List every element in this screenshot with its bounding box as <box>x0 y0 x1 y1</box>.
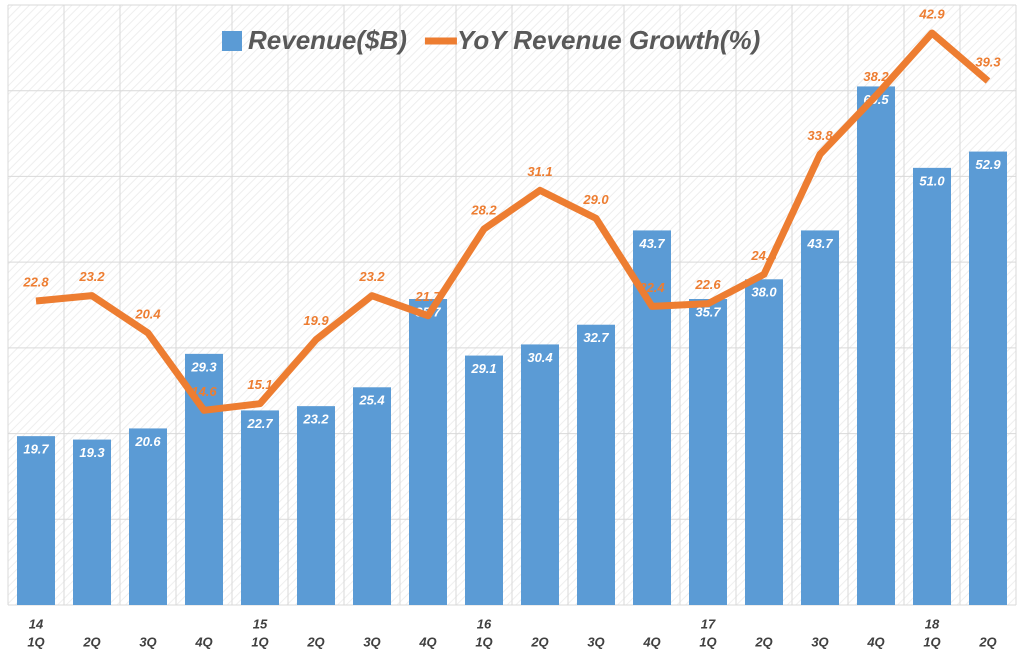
x-tick-label: 4Q <box>866 634 884 649</box>
line-value-label: 20.4 <box>134 306 161 321</box>
bar <box>969 151 1007 606</box>
x-tick-label: 1Q <box>27 634 44 649</box>
bar <box>913 167 951 605</box>
line-value-label: 39.3 <box>975 54 1001 69</box>
bar-value-label: 23.2 <box>302 412 329 427</box>
x-tick-label: 2Q <box>978 634 996 649</box>
bar <box>857 86 895 605</box>
bar-value-label: 32.7 <box>583 330 609 345</box>
bar-value-label: 22.7 <box>246 416 273 431</box>
bar <box>801 230 839 605</box>
bar <box>409 299 447 605</box>
bar <box>241 410 279 605</box>
x-tick-label: 1Q <box>251 634 268 649</box>
bar-value-label: 43.7 <box>638 236 665 251</box>
line-value-label: 42.9 <box>918 6 945 21</box>
line-value-label: 19.9 <box>303 313 329 328</box>
x-group-label: 17 <box>701 616 716 631</box>
x-group-label: 18 <box>925 616 940 631</box>
x-tick-label: 2Q <box>82 634 100 649</box>
x-group-label: 14 <box>29 616 44 631</box>
x-tick-label: 3Q <box>811 634 828 649</box>
line-value-label: 29.0 <box>582 192 609 207</box>
bar-value-label: 19.7 <box>23 442 49 457</box>
bar-value-label: 51.0 <box>919 173 945 188</box>
line-value-label: 38.2 <box>863 69 889 84</box>
line-value-label: 23.2 <box>358 269 385 284</box>
bar <box>465 355 503 605</box>
line-value-label: 28.2 <box>470 202 497 217</box>
bar-value-label: 30.4 <box>527 350 553 365</box>
line-value-label: 23.2 <box>78 269 105 284</box>
line-value-label: 22.4 <box>638 280 665 295</box>
bar <box>73 439 111 605</box>
line-value-label: 22.8 <box>22 274 49 289</box>
x-tick-label: 1Q <box>923 634 940 649</box>
bar-value-label: 25.4 <box>358 393 385 408</box>
bar-value-label: 29.3 <box>190 359 217 374</box>
x-tick-label: 3Q <box>363 634 380 649</box>
line-value-label: 14.6 <box>191 384 217 399</box>
line-value-label: 24.8 <box>750 248 777 263</box>
bar-value-label: 43.7 <box>806 236 833 251</box>
x-tick-label: 1Q <box>475 634 492 649</box>
line <box>35 29 991 414</box>
bar <box>297 406 335 605</box>
bar-value-label: 20.6 <box>134 434 161 449</box>
bar-value-label: 38.0 <box>751 285 777 300</box>
x-tick-label: 4Q <box>194 634 212 649</box>
bar-value-label: 19.3 <box>79 445 105 460</box>
bar <box>129 428 167 605</box>
bar-value-label: 35.7 <box>695 304 721 319</box>
bar <box>353 387 391 605</box>
x-tick-label: 4Q <box>642 634 660 649</box>
x-tick-label: 3Q <box>139 634 156 649</box>
legend-swatch <box>222 31 242 51</box>
bar-value-label: 29.1 <box>470 361 496 376</box>
bar <box>745 279 783 605</box>
x-group-label: 16 <box>477 616 492 631</box>
legend-label: YoY Revenue Growth(%) <box>457 25 760 55</box>
line-value-label: 22.6 <box>694 277 721 292</box>
x-tick-label: 2Q <box>306 634 324 649</box>
bar <box>577 324 615 605</box>
x-tick-label: 2Q <box>754 634 772 649</box>
line-value-label: 15.1 <box>247 377 272 392</box>
x-tick-label: 1Q <box>699 634 716 649</box>
x-tick-label: 2Q <box>530 634 548 649</box>
bar <box>17 436 55 605</box>
line-value-label: 31.1 <box>527 164 552 179</box>
legend-label: Revenue($B) <box>248 25 407 55</box>
line-value-label: 33.8 <box>807 128 833 143</box>
x-group-label: 15 <box>253 616 268 631</box>
line-value-label: 21.7 <box>414 289 441 304</box>
x-tick-label: 4Q <box>418 634 436 649</box>
x-tick-label: 3Q <box>587 634 604 649</box>
bar-value-label: 52.9 <box>975 157 1001 172</box>
bar <box>689 299 727 605</box>
bar <box>521 344 559 605</box>
